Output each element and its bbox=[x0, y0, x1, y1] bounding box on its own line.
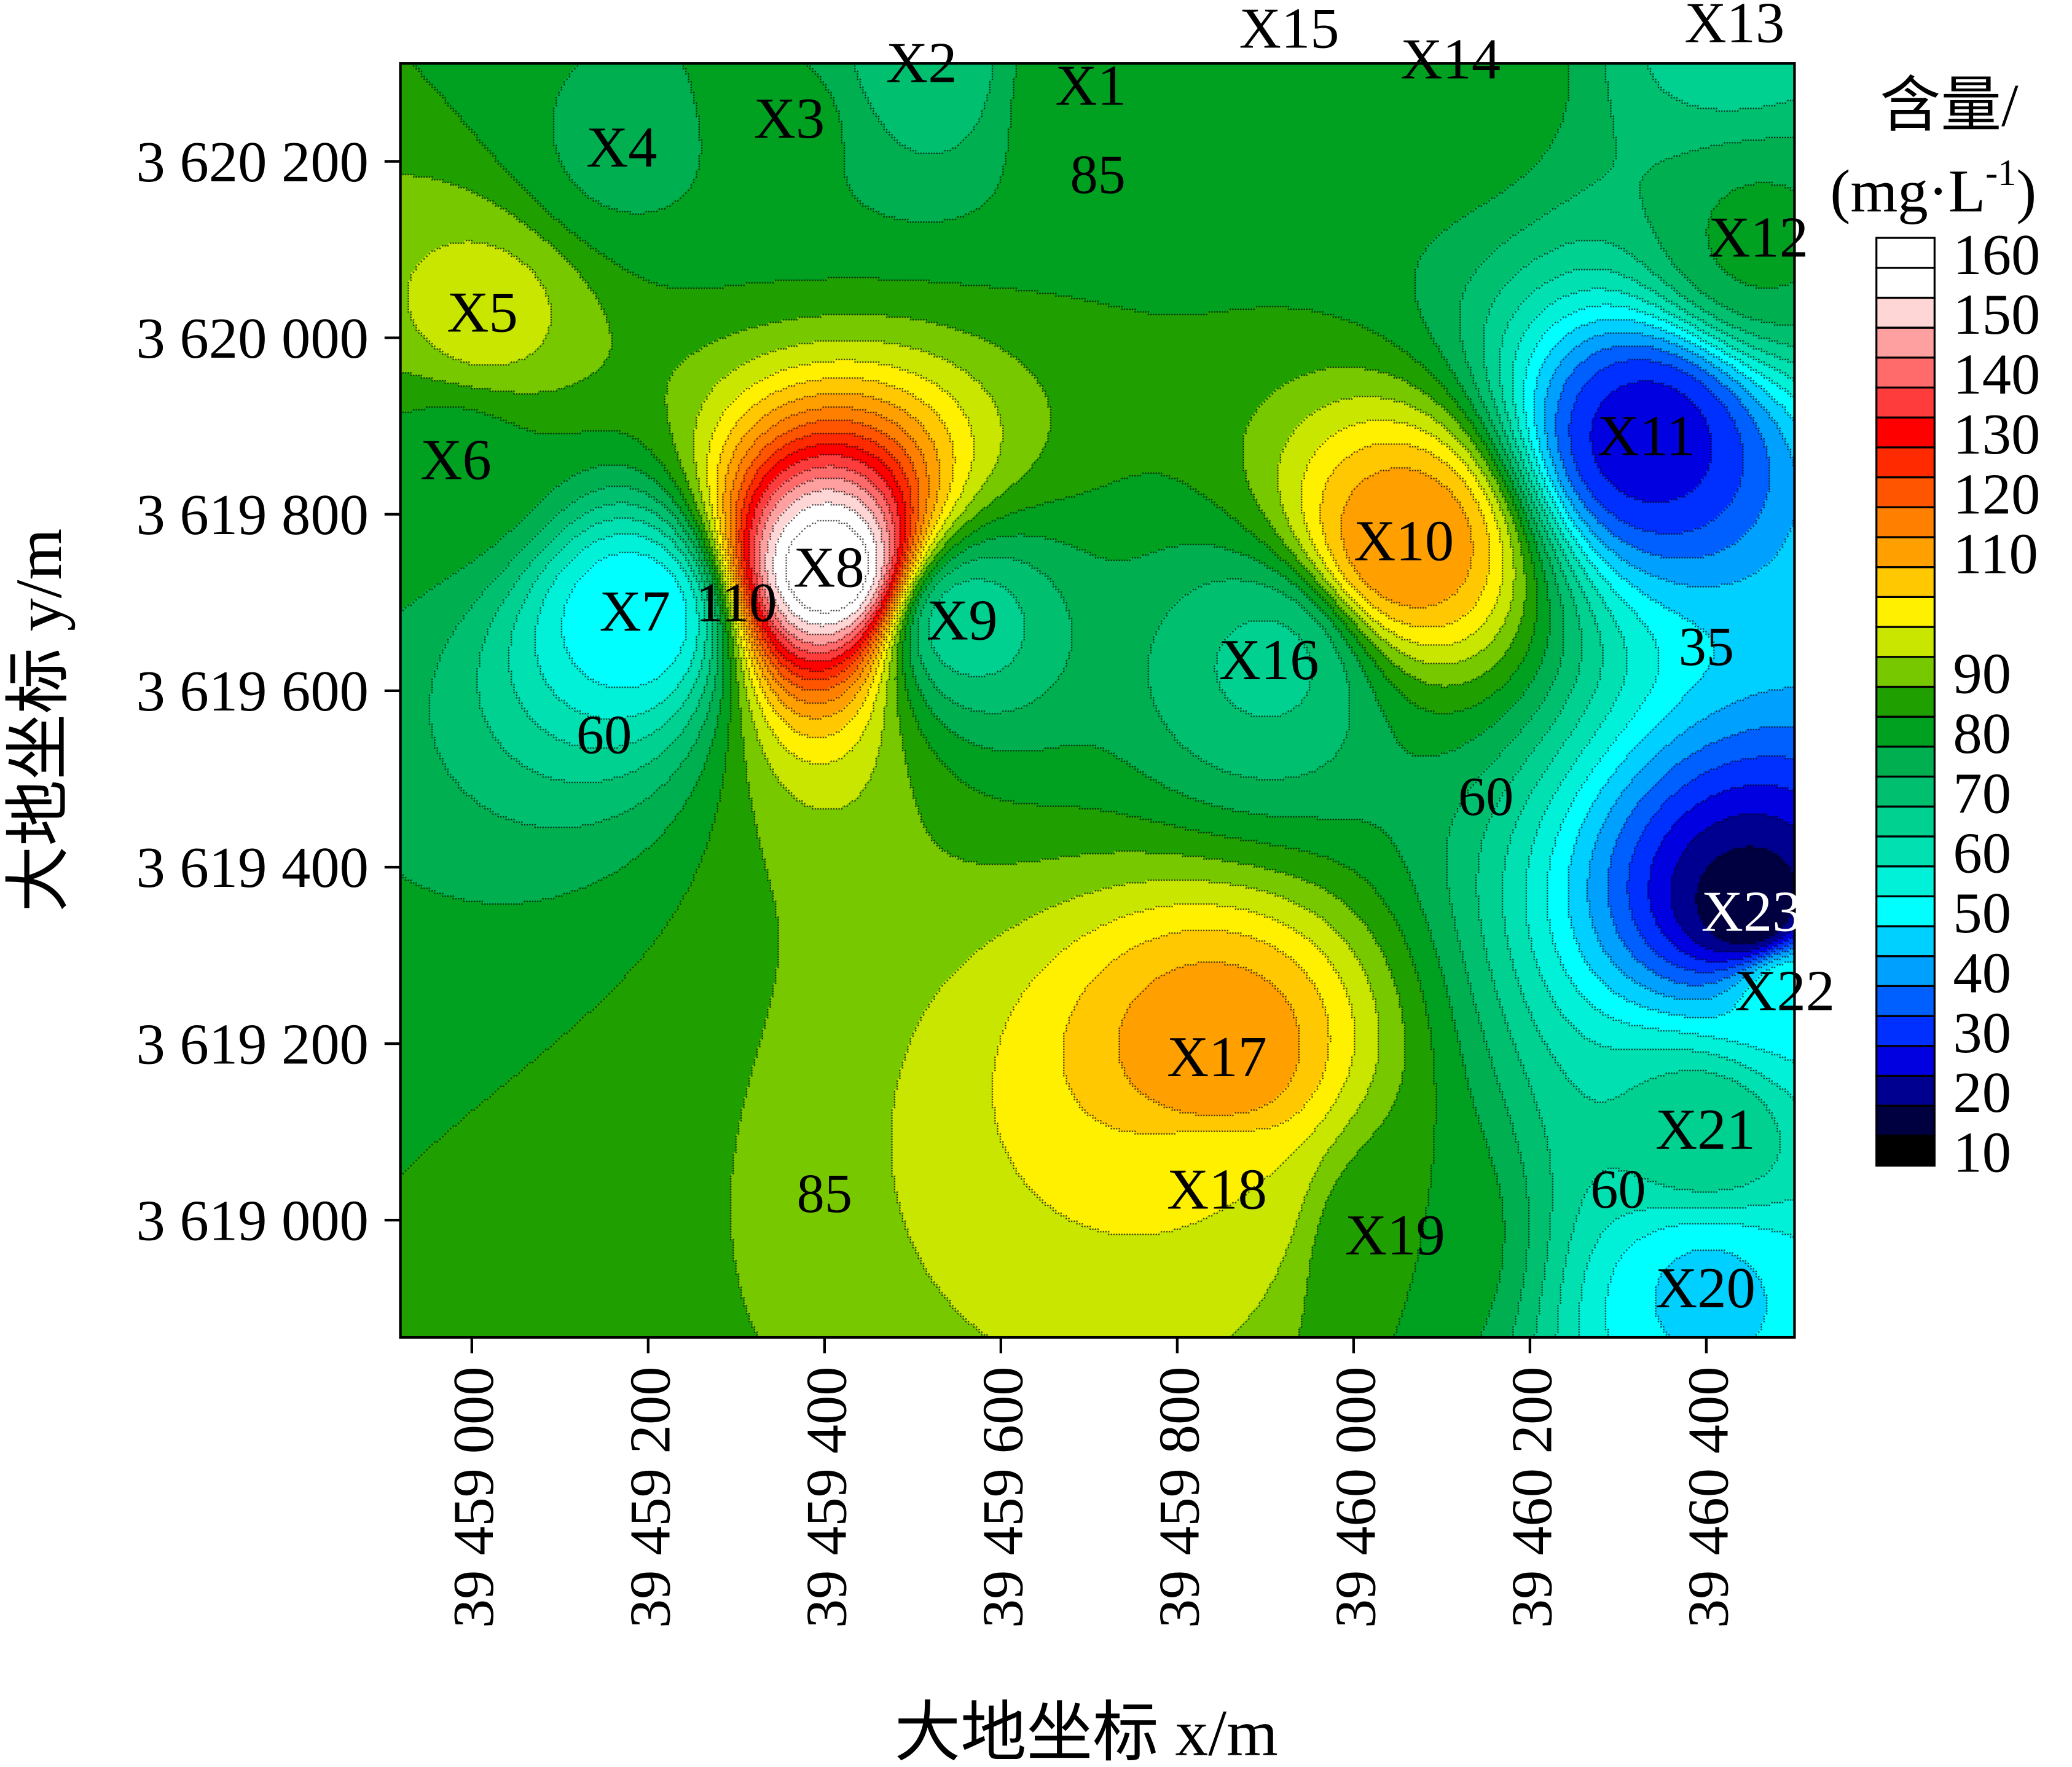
colorbar-swatch bbox=[1875, 1074, 1936, 1107]
colorbar-swatch bbox=[1875, 715, 1936, 748]
colorbar-swatch bbox=[1875, 925, 1936, 958]
colorbar-swatch bbox=[1875, 416, 1936, 449]
y-tick-label: 3 620 000 bbox=[136, 307, 369, 371]
colorbar-swatch bbox=[1875, 685, 1936, 718]
y-axis-label: 大地坐标 y/m bbox=[2, 529, 76, 912]
station-label: X6 bbox=[420, 428, 492, 492]
station-label: X8 bbox=[793, 535, 865, 599]
station-label: X13 bbox=[1684, 0, 1784, 55]
colorbar-tick-label: 40 bbox=[1953, 941, 2011, 1005]
colorbar-title-line2: (mg·L-1) bbox=[1830, 152, 2036, 225]
x-tick-label: 39 460 200 bbox=[1500, 1366, 1564, 1628]
colorbar-swatch bbox=[1875, 985, 1936, 1017]
x-tick-label: 39 459 400 bbox=[795, 1366, 858, 1628]
colorbar-swatch bbox=[1875, 1135, 1936, 1167]
y-tick-label: 3 619 600 bbox=[136, 659, 369, 723]
station-label: X3 bbox=[754, 87, 825, 151]
colorbar-swatch bbox=[1875, 1045, 1936, 1077]
colorbar-swatch bbox=[1875, 566, 1936, 598]
colorbar-tick-label: 130 bbox=[1953, 403, 2040, 466]
station-label: X2 bbox=[886, 31, 957, 95]
colorbar-swatch bbox=[1875, 446, 1936, 479]
x-tick-label: 39 459 600 bbox=[971, 1366, 1035, 1628]
colorbar-swatch bbox=[1875, 895, 1936, 927]
station-label: X21 bbox=[1655, 1098, 1756, 1162]
station-label: X7 bbox=[599, 580, 670, 643]
colorbar-swatch bbox=[1875, 506, 1936, 538]
x-tick-label: 39 459 000 bbox=[442, 1366, 506, 1628]
contour-label: 35 bbox=[1679, 616, 1734, 677]
x-tick-label: 39 460 000 bbox=[1324, 1366, 1387, 1628]
x-axis-label: 大地坐标 x/m bbox=[895, 1697, 1278, 1767]
colorbar-swatch bbox=[1875, 955, 1936, 988]
colorbar-swatch bbox=[1875, 296, 1936, 329]
station-label: X11 bbox=[1598, 404, 1695, 468]
plot-frame bbox=[399, 62, 1796, 1339]
station-label: X4 bbox=[586, 116, 657, 179]
contour-field bbox=[400, 63, 1795, 1338]
colorbar-tick-label: 90 bbox=[1953, 642, 2011, 706]
station-label: X19 bbox=[1345, 1203, 1445, 1267]
colorbar-swatch bbox=[1875, 386, 1936, 419]
x-tick-label: 39 460 400 bbox=[1676, 1366, 1740, 1628]
y-tick-label: 3 619 200 bbox=[136, 1012, 369, 1076]
colorbar-tick-label: 160 bbox=[1953, 223, 2040, 287]
station-label: X9 bbox=[927, 589, 998, 653]
colorbar-swatch bbox=[1875, 1015, 1936, 1047]
colorbar-swatch bbox=[1875, 237, 1936, 269]
colorbar-swatch bbox=[1875, 536, 1936, 569]
station-label: X23 bbox=[1701, 880, 1802, 943]
colorbar-swatch bbox=[1875, 835, 1936, 868]
station-label: X18 bbox=[1167, 1157, 1267, 1221]
contour-label: 85 bbox=[797, 1163, 852, 1224]
contour-label: 60 bbox=[576, 704, 632, 766]
colorbar-tick-label: 70 bbox=[1953, 762, 2011, 825]
colorbar-swatch bbox=[1875, 476, 1936, 508]
colorbar-swatch bbox=[1875, 746, 1936, 778]
colorbar-swatch bbox=[1875, 775, 1936, 808]
colorbar-tick-label: 60 bbox=[1953, 822, 2011, 886]
y-tick-label: 3 620 200 bbox=[136, 130, 369, 194]
colorbar-tick-label: 150 bbox=[1953, 283, 2040, 347]
y-tick-label: 3 619 800 bbox=[136, 483, 369, 547]
colorbar-swatch bbox=[1875, 656, 1936, 688]
colorbar-swatch bbox=[1875, 356, 1936, 389]
colorbar-tick-label: 10 bbox=[1953, 1121, 2011, 1185]
contour-label: 60 bbox=[1590, 1159, 1646, 1220]
colorbar-swatch bbox=[1875, 596, 1936, 628]
station-label: X22 bbox=[1735, 959, 1835, 1023]
contour-label: 60 bbox=[1458, 766, 1513, 827]
contour-label: 110 bbox=[696, 572, 777, 633]
y-tick-label: 3 619 000 bbox=[136, 1189, 369, 1253]
colorbar-tick-label: 20 bbox=[1953, 1061, 2011, 1125]
colorbar-swatch bbox=[1875, 1104, 1936, 1137]
colorbar-tick-label: 30 bbox=[1953, 1001, 2011, 1065]
x-tick-label: 39 459 800 bbox=[1147, 1366, 1211, 1628]
colorbar-tick-label: 120 bbox=[1953, 462, 2040, 526]
station-label: X12 bbox=[1708, 206, 1808, 270]
station-label: X14 bbox=[1400, 28, 1501, 92]
y-tick-label: 3 619 400 bbox=[136, 836, 369, 900]
contour-label: 85 bbox=[1070, 144, 1126, 205]
colorbar-swatch bbox=[1875, 626, 1936, 658]
station-label: X17 bbox=[1167, 1025, 1267, 1089]
colorbar-swatch bbox=[1875, 805, 1936, 838]
colorbar-title-line1: 含量/ bbox=[1880, 72, 2019, 139]
colorbar-tick-label: 140 bbox=[1953, 343, 2040, 407]
station-label: X16 bbox=[1219, 628, 1319, 692]
colorbar-tick-label: 80 bbox=[1953, 702, 2011, 766]
colorbar-swatch bbox=[1875, 267, 1936, 299]
station-label: X10 bbox=[1354, 509, 1454, 573]
colorbar-tick-label: 110 bbox=[1953, 522, 2038, 586]
station-label: X5 bbox=[447, 281, 518, 345]
colorbar-swatch bbox=[1875, 326, 1936, 359]
station-label: X20 bbox=[1655, 1256, 1756, 1320]
station-label: X1 bbox=[1055, 54, 1126, 118]
x-tick-label: 39 459 200 bbox=[618, 1366, 682, 1628]
colorbar-swatch bbox=[1875, 865, 1936, 897]
colorbar-tick-label: 50 bbox=[1953, 881, 2011, 945]
station-label: X15 bbox=[1239, 0, 1340, 60]
